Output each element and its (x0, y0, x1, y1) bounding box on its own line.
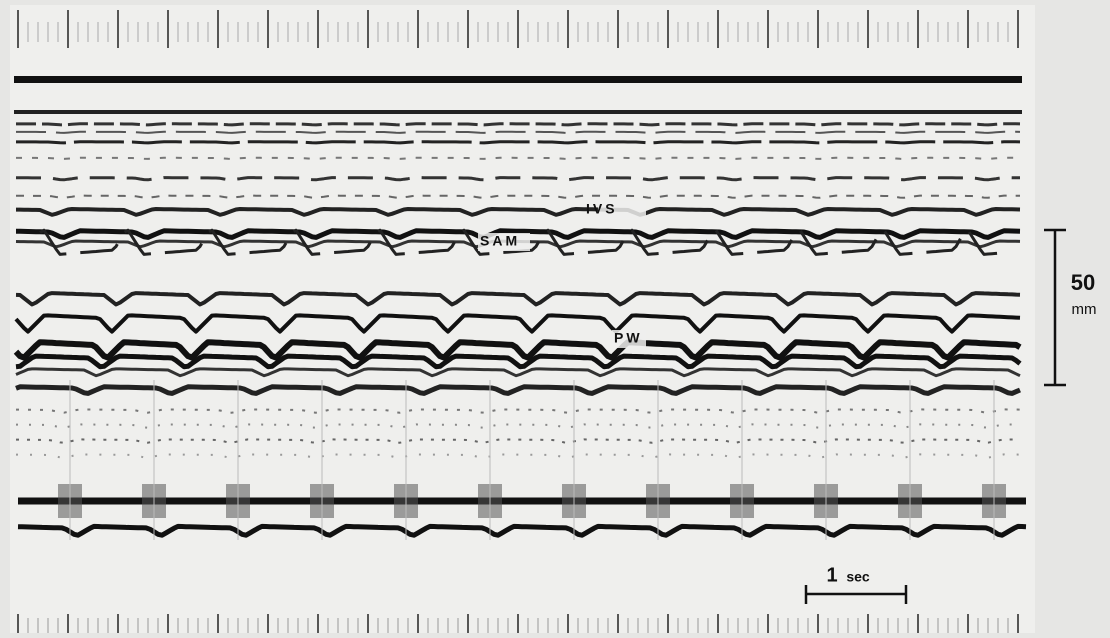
transducer-line (14, 110, 1022, 114)
sam-label: SAM (480, 233, 520, 249)
time-scale-value: 1 (826, 564, 837, 586)
echocardiogram: IVS SAM PW 50 mm 1 sec (0, 0, 1110, 638)
depth-scale-value: 50 (1071, 270, 1095, 295)
depth-scale-unit: mm (1072, 301, 1097, 318)
calibration-line (14, 76, 1022, 83)
ivs-label: IVS (586, 201, 618, 217)
time-scale-unit: sec (846, 569, 870, 585)
echo-trace (16, 142, 1020, 143)
pw-label: PW (614, 330, 643, 346)
